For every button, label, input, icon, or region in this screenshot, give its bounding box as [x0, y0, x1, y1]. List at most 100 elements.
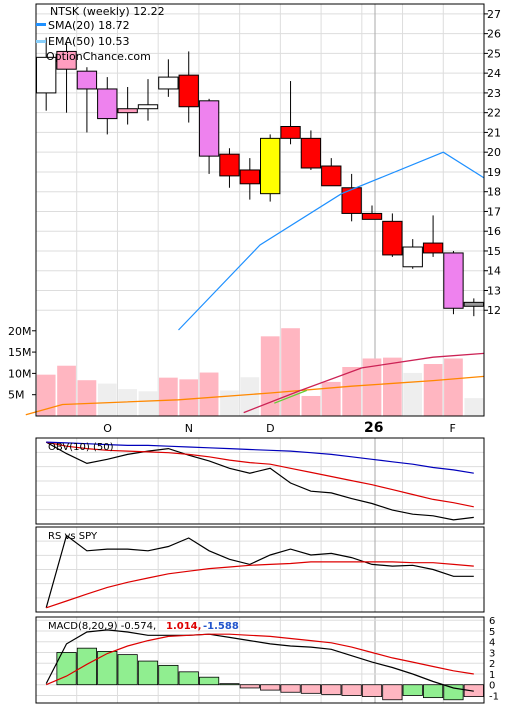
candle-body	[341, 187, 362, 214]
macd-histogram-bar	[219, 683, 240, 686]
volume-bar	[301, 395, 321, 416]
volume-bar	[199, 372, 219, 416]
macd-histogram-bar	[321, 684, 342, 695]
volume-bar	[158, 377, 178, 416]
volume-tick-label: 15M	[8, 346, 32, 359]
macd-tick-label: 4	[489, 638, 495, 649]
rs-panel	[35, 526, 485, 613]
volume-bar	[260, 336, 280, 416]
macd-histogram-bar	[56, 652, 77, 686]
obv-series-line	[46, 441, 474, 474]
candle-body	[178, 74, 199, 108]
macd-histogram-bar	[300, 684, 321, 694]
macd-tick-label: 6	[489, 616, 495, 627]
candle-body	[422, 242, 444, 254]
macd-signal-line	[45, 633, 474, 686]
sma-legend-swatch	[36, 23, 46, 26]
volume-bar	[464, 398, 484, 416]
macd-histogram-bar	[361, 684, 383, 697]
macd-histogram-bar	[158, 664, 179, 686]
x-axis-label: O	[103, 422, 112, 435]
price-tick-label: 15	[487, 245, 501, 258]
candle-body	[280, 125, 301, 139]
volume-bar	[403, 372, 423, 416]
volume-bar	[179, 379, 199, 416]
price-tick-label: 17	[487, 205, 501, 218]
source-label: OptionChance.com	[46, 50, 151, 63]
macd-tick-label: 0	[489, 681, 495, 692]
obv-frame	[35, 437, 485, 525]
candle-body	[219, 153, 240, 177]
rs-series-line	[46, 561, 474, 609]
macd-hist-value: -1.588	[203, 621, 239, 632]
candle-body	[97, 88, 118, 120]
price-tick-label: 23	[487, 87, 501, 100]
volume-bar	[118, 389, 138, 416]
volume-bar	[220, 390, 239, 416]
macd-histogram-bar	[260, 684, 281, 691]
candle-body	[158, 76, 179, 90]
macd-histogram-bar	[199, 676, 220, 686]
volume-tick-label: 5M	[8, 389, 25, 402]
volume-ma-short	[243, 352, 485, 414]
volume-bar	[423, 364, 443, 416]
x-axis-label: F	[449, 422, 455, 435]
price-tick-label: 16	[487, 225, 501, 238]
volume-bar	[97, 383, 117, 416]
candle-body	[300, 137, 322, 169]
candle-body	[76, 70, 98, 90]
volume-bar	[281, 328, 300, 416]
volume-ma-long	[25, 375, 485, 416]
macd-tick-label: 2	[489, 659, 495, 670]
ticker-label: NTSK (weekly) 12.22	[50, 5, 165, 18]
macd-histogram-bar	[137, 660, 159, 686]
candle-body	[198, 100, 220, 157]
candle-body	[56, 50, 77, 70]
macd-histogram-bar	[402, 684, 423, 696]
volume-bar	[240, 377, 260, 416]
candle-body	[239, 169, 260, 185]
price-tick-label: 21	[487, 126, 501, 139]
price-tick-label: 13	[487, 284, 501, 297]
price-tick-label: 14	[487, 265, 501, 278]
obv-series-line	[46, 441, 474, 508]
price-tick-label: 22	[487, 107, 501, 120]
macd-histogram-bar	[423, 684, 444, 699]
candle-body	[36, 56, 57, 94]
volume-bar	[342, 367, 362, 416]
macd-frame	[35, 616, 485, 704]
obv-panel	[35, 437, 485, 525]
volume-bar	[57, 365, 76, 416]
volume-ma-short-highlight	[274, 389, 308, 404]
ema-legend-swatch	[36, 40, 46, 43]
macd-histogram-bar	[239, 684, 260, 689]
macd-histogram-bar	[280, 684, 301, 693]
volume-bar	[138, 391, 158, 416]
macd-histogram-bar	[97, 651, 118, 686]
price-panel: 12 13 14 15 16 17 18 19 20 21 22 23 24 25 26 27 O N D 26 F	[35, 4, 501, 436]
macd-line	[45, 629, 474, 692]
rs-label: RS vs SPY	[48, 531, 98, 542]
price-tick-label: 12	[487, 304, 501, 317]
ema-legend-label: EMA(50) 10.53	[48, 35, 130, 48]
price-tick-label: 18	[487, 186, 501, 199]
macd-tick-label: -1	[489, 691, 499, 702]
volume-tick-label: 10M	[8, 367, 32, 380]
macd-label: MACD(8,20,9) -0.574,	[48, 621, 156, 632]
candle-body	[402, 246, 423, 268]
candle-body	[321, 165, 342, 187]
price-tick-label: 25	[487, 47, 501, 60]
candle-body	[117, 108, 138, 114]
macd-histogram-bar	[178, 671, 199, 686]
price-volume-frame	[35, 3, 485, 417]
volume-bar	[321, 381, 341, 416]
macd-tick-label: 3	[489, 648, 495, 659]
macd-histogram-bar	[443, 684, 464, 701]
volume-bar	[36, 374, 56, 416]
candle-body	[382, 220, 403, 256]
volume-panel: 5M 10M 15M 20M	[8, 3, 485, 417]
rs-series-line	[45, 534, 474, 608]
obv-series-line	[45, 441, 474, 521]
x-axis-label: 26	[364, 420, 383, 436]
volume-bar	[77, 380, 97, 416]
